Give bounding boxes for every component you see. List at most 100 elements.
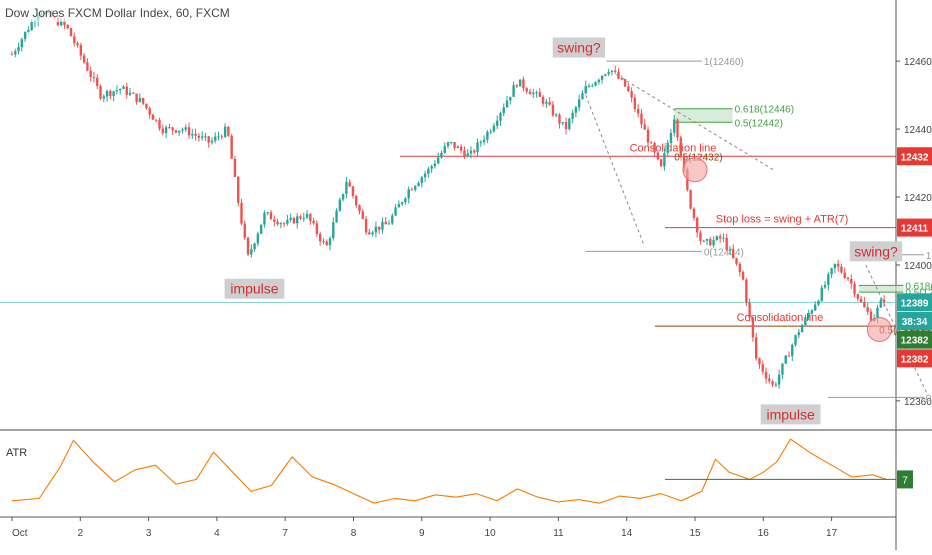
- candle-body: [800, 325, 804, 333]
- impulse-label-bottom-box: [760, 404, 821, 425]
- candle-body: [518, 79, 522, 87]
- candle-body: [381, 221, 384, 230]
- candle-body: [164, 127, 168, 134]
- swing-label-top-box: [552, 37, 606, 58]
- time-tick-label: 15: [689, 528, 701, 539]
- candle-body: [384, 221, 387, 225]
- time-tick-label: 16: [758, 528, 770, 539]
- candle-body: [548, 101, 551, 105]
- candle-body: [459, 146, 463, 151]
- candle-body: [181, 129, 184, 131]
- candle-body: [830, 268, 833, 275]
- candle-body: [246, 237, 250, 255]
- candle-body: [646, 129, 650, 143]
- candle-body: [630, 91, 633, 98]
- price-tick-label: 12360: [904, 397, 932, 408]
- candle-body: [456, 146, 460, 149]
- candle-body: [112, 91, 115, 96]
- impulse-label-left-box: [224, 278, 285, 299]
- price-axis-badge: [897, 349, 932, 368]
- candle-body: [99, 86, 102, 99]
- candle-body: [292, 217, 296, 224]
- price-axis-badge-text: 12382: [901, 336, 929, 347]
- time-tick-label: 10: [485, 528, 497, 539]
- candle-body: [122, 86, 125, 89]
- candle-body: [125, 86, 128, 95]
- fib-overlap-label-1: 0.5(12432): [674, 152, 722, 163]
- candle-body: [820, 287, 823, 301]
- candle-body: [10, 54, 14, 56]
- candle-body: [725, 237, 728, 250]
- candle-body: [312, 221, 315, 224]
- candle-body: [850, 279, 853, 284]
- time-tick-label: 3: [146, 528, 152, 539]
- candle-body: [761, 364, 764, 372]
- impulse-label-left: impulse: [230, 281, 278, 297]
- candle-body: [827, 274, 830, 285]
- candle-body: [184, 127, 187, 130]
- candle-body: [214, 136, 217, 141]
- candle-body: [240, 202, 243, 224]
- fib-0618-bottom-label: 0.618(12394): [905, 281, 932, 292]
- candle-body: [138, 97, 142, 102]
- price-axis-badge-text: 38:34: [902, 317, 928, 328]
- candle-body: [702, 240, 705, 242]
- candle-body: [286, 219, 289, 224]
- candle-body: [623, 79, 627, 87]
- candle-body: [659, 159, 663, 167]
- candle-body: [532, 92, 535, 95]
- candle-body: [617, 71, 620, 79]
- price-tick-label: 12420: [904, 193, 932, 204]
- candle-body: [673, 119, 676, 133]
- candle-body: [751, 317, 755, 338]
- candle-body: [843, 272, 846, 278]
- candle-body: [23, 31, 27, 40]
- candle-body: [591, 85, 594, 87]
- candle-body: [266, 212, 269, 214]
- fib-1-bottom-label: 1(12403): [926, 251, 932, 262]
- candle-body: [237, 176, 240, 203]
- candle-body: [322, 241, 325, 243]
- price-axis-badge-text: 12382: [901, 354, 929, 365]
- candle-body: [768, 378, 771, 382]
- price-tick-label: 12440: [904, 125, 932, 136]
- candle-body: [440, 152, 443, 158]
- candle-body: [423, 173, 427, 178]
- candle-body: [204, 136, 207, 138]
- candle-body: [823, 284, 827, 288]
- candle-body: [115, 90, 119, 92]
- candle-body: [446, 142, 450, 147]
- candle-body: [859, 298, 863, 302]
- candle-body: [82, 55, 86, 63]
- candle-body: [817, 300, 820, 305]
- candle-body: [250, 249, 253, 255]
- candle-body: [348, 182, 351, 187]
- candle-body: [568, 118, 571, 129]
- candle-body: [781, 363, 784, 375]
- candle-body: [332, 222, 335, 239]
- candle-body: [584, 85, 587, 94]
- candle-body: [764, 371, 768, 379]
- fib-0618-top-label: 0.618(12446): [735, 105, 795, 116]
- atr-value-badge: [897, 470, 913, 489]
- candle-body: [318, 233, 322, 242]
- candle-body: [709, 238, 712, 246]
- candle-body: [794, 335, 797, 345]
- candle-body: [341, 193, 345, 200]
- candle-body: [777, 374, 781, 385]
- candle-body: [627, 86, 630, 92]
- candle-body: [410, 189, 414, 191]
- price-axis-badge-text: 12389: [901, 298, 929, 309]
- candle-body: [59, 20, 63, 26]
- candle-body: [735, 258, 738, 264]
- time-tick-label: Oct: [12, 528, 28, 539]
- candle-body: [397, 204, 401, 208]
- candle-body: [404, 198, 407, 203]
- candle-body: [279, 223, 283, 225]
- candle-body: [207, 136, 210, 143]
- candle-body: [833, 263, 837, 269]
- candle-body: [197, 135, 201, 138]
- candle-body: [92, 76, 96, 78]
- swing-label-bottom: swing?: [854, 243, 898, 259]
